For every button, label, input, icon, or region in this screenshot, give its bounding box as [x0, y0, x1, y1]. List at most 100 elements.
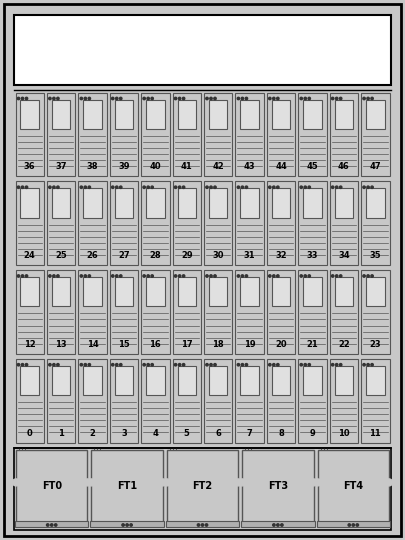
Bar — [47, 92, 75, 176]
Circle shape — [143, 363, 145, 366]
Circle shape — [17, 97, 20, 100]
Circle shape — [119, 363, 122, 366]
Bar — [78, 92, 107, 176]
Bar — [366, 277, 384, 306]
Circle shape — [53, 97, 55, 100]
Bar — [267, 92, 295, 176]
Bar — [361, 181, 390, 265]
Text: 12: 12 — [24, 340, 36, 349]
Circle shape — [151, 275, 153, 277]
Circle shape — [147, 275, 149, 277]
Circle shape — [239, 479, 246, 486]
Bar — [15, 181, 44, 265]
Text: 19: 19 — [244, 340, 256, 349]
Bar — [14, 15, 391, 85]
Bar — [241, 188, 259, 218]
Text: 25: 25 — [55, 251, 67, 260]
Bar — [361, 359, 390, 442]
Circle shape — [339, 275, 342, 277]
Circle shape — [214, 97, 216, 100]
Text: 33: 33 — [307, 251, 318, 260]
Circle shape — [84, 363, 87, 366]
Circle shape — [235, 479, 242, 486]
Bar — [52, 99, 70, 129]
Circle shape — [115, 275, 118, 277]
Bar — [267, 359, 295, 442]
Bar — [303, 277, 322, 306]
Bar — [335, 99, 353, 129]
Circle shape — [111, 97, 114, 100]
Circle shape — [17, 275, 20, 277]
Circle shape — [281, 524, 283, 526]
Circle shape — [314, 479, 321, 486]
Bar — [318, 450, 389, 522]
Circle shape — [80, 363, 83, 366]
Bar — [141, 181, 170, 265]
Circle shape — [111, 186, 114, 188]
Bar — [330, 181, 358, 265]
Bar — [173, 359, 201, 442]
Circle shape — [57, 97, 59, 100]
Circle shape — [178, 186, 181, 188]
Circle shape — [17, 363, 20, 366]
Text: 34: 34 — [338, 251, 350, 260]
Bar — [92, 450, 163, 522]
Bar — [177, 99, 196, 129]
Circle shape — [269, 186, 271, 188]
Circle shape — [339, 363, 342, 366]
Bar — [204, 92, 232, 176]
Circle shape — [175, 275, 177, 277]
Circle shape — [130, 524, 132, 526]
Text: 4: 4 — [152, 429, 158, 437]
Circle shape — [115, 186, 118, 188]
Circle shape — [331, 97, 334, 100]
Text: 24: 24 — [24, 251, 36, 260]
Circle shape — [237, 363, 240, 366]
Circle shape — [21, 363, 24, 366]
Circle shape — [84, 186, 87, 188]
Circle shape — [17, 186, 20, 188]
Circle shape — [111, 363, 114, 366]
Bar — [15, 270, 44, 354]
Bar — [146, 188, 164, 218]
Bar — [21, 99, 39, 129]
Bar — [204, 181, 232, 265]
Circle shape — [245, 97, 247, 100]
Circle shape — [53, 186, 55, 188]
Text: 11: 11 — [369, 429, 381, 437]
Text: 1: 1 — [58, 429, 64, 437]
Circle shape — [300, 186, 303, 188]
Bar — [47, 181, 75, 265]
Bar — [335, 277, 353, 306]
Circle shape — [13, 479, 19, 486]
Text: 35: 35 — [369, 251, 381, 260]
Text: 29: 29 — [181, 251, 193, 260]
Text: 18: 18 — [212, 340, 224, 349]
Bar — [21, 277, 39, 306]
Circle shape — [300, 275, 303, 277]
Circle shape — [277, 97, 279, 100]
Circle shape — [25, 186, 28, 188]
Circle shape — [241, 97, 244, 100]
Text: FT0: FT0 — [42, 481, 62, 491]
Circle shape — [335, 275, 338, 277]
Circle shape — [47, 524, 49, 526]
Circle shape — [304, 363, 307, 366]
Bar — [83, 99, 102, 129]
Circle shape — [335, 363, 338, 366]
Circle shape — [21, 275, 24, 277]
Bar — [47, 270, 75, 354]
Circle shape — [277, 363, 279, 366]
Bar — [110, 181, 138, 265]
Circle shape — [143, 186, 145, 188]
Circle shape — [151, 97, 153, 100]
Text: 15: 15 — [118, 340, 130, 349]
Bar — [146, 277, 164, 306]
Bar — [21, 188, 39, 218]
Circle shape — [237, 275, 240, 277]
Bar — [235, 270, 264, 354]
Text: 26: 26 — [87, 251, 98, 260]
Text: 14: 14 — [87, 340, 98, 349]
Circle shape — [210, 275, 212, 277]
Circle shape — [84, 97, 87, 100]
